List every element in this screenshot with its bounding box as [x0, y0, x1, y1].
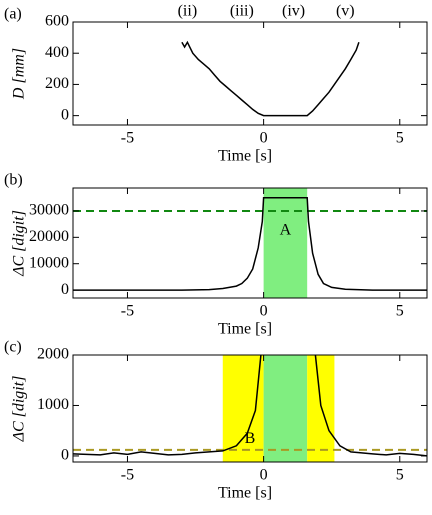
panel-label: (a) [4, 6, 22, 23]
y-tick-label: 200 [45, 75, 69, 92]
panel-label: (b) [4, 172, 23, 189]
x-tick-label: -5 [121, 303, 134, 320]
x-tick-label: 0 [260, 303, 268, 320]
shaded-region [263, 355, 308, 462]
y-tick-label: 0 [61, 106, 69, 123]
x-axis-label: Time [s] [218, 485, 272, 502]
y-tick-label: 600 [45, 13, 69, 30]
y-tick-label: 10000 [29, 254, 69, 271]
y-tick-label: 30000 [29, 202, 69, 219]
plot-frame [72, 21, 428, 126]
plot-frame [72, 354, 428, 463]
x-tick-label: 5 [396, 130, 404, 147]
annotation: A [280, 221, 292, 238]
x-tick-label: -5 [121, 130, 134, 147]
x-tick-label: 5 [396, 303, 404, 320]
shaded-region [307, 355, 335, 462]
plot-frame [72, 187, 428, 299]
phase-label: (iv) [282, 3, 305, 20]
shaded-region [263, 188, 308, 298]
y-axis-label: ΔC [digit] [11, 376, 28, 443]
y-tick-label: 0 [61, 447, 69, 464]
phase-label: (v) [336, 3, 355, 20]
panel-label: (c) [4, 339, 22, 356]
x-tick-label: 0 [260, 130, 268, 147]
data-line [73, 197, 427, 291]
phase-label: (iii) [230, 3, 254, 20]
data-line [181, 40, 360, 117]
y-axis-label: D [mm] [11, 48, 28, 100]
x-tick-label: 5 [396, 467, 404, 484]
y-tick-label: 20000 [29, 228, 69, 245]
data-line [72, 354, 428, 457]
y-tick-label: 1000 [37, 396, 69, 413]
annotation: B [245, 430, 256, 447]
y-tick-label: 2000 [37, 346, 69, 363]
x-axis-label: Time [s] [218, 148, 272, 165]
shaded-region [222, 355, 264, 462]
phase-label: (ii) [178, 3, 198, 20]
x-tick-label: 0 [260, 467, 268, 484]
y-tick-label: 400 [45, 44, 69, 61]
y-axis-label: ΔC [digit] [11, 210, 28, 277]
x-tick-label: -5 [121, 467, 134, 484]
y-tick-label: 0 [61, 281, 69, 298]
x-axis-label: Time [s] [218, 321, 272, 338]
